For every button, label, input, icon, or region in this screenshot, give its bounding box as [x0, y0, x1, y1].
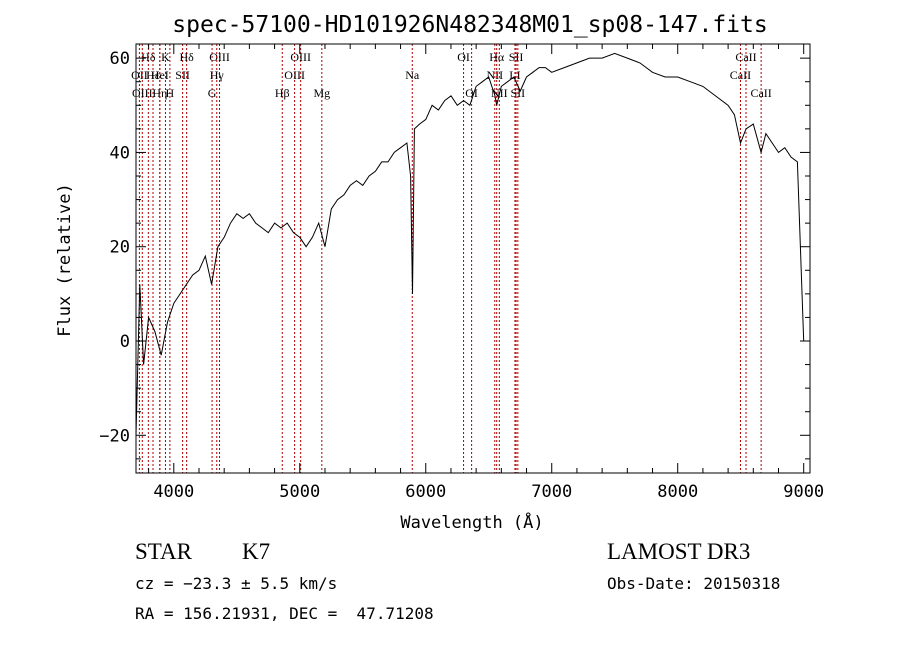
- x-axis: 4000 5000 6000 7000 8000 9000: [148, 44, 824, 502]
- x-tick-label: 7000: [531, 482, 572, 502]
- spectral-line-label: SII: [511, 86, 526, 100]
- y-axis: −20 0 20 40 60: [99, 49, 810, 460]
- x-tick-label: 8000: [657, 482, 698, 502]
- spectral-line-label: K: [161, 50, 170, 64]
- spectral-line-label: CaII: [750, 86, 771, 100]
- spectral-line-label: HeI: [151, 68, 169, 82]
- spectral-line-label: CaII: [730, 68, 751, 82]
- spectral-line-label: OIII: [284, 68, 305, 82]
- x-tick-label: 5000: [279, 482, 320, 502]
- spectral-line-label: NII: [486, 68, 503, 82]
- spectral-line-label: Hε: [146, 68, 160, 82]
- spectral-line-label: Mg: [313, 86, 330, 100]
- y-tick-label: 0: [120, 332, 130, 352]
- spectral-line-label: OII: [131, 68, 148, 82]
- x-tick-label: 9000: [783, 482, 824, 502]
- spectral-line-label: Hδ: [141, 50, 156, 64]
- spectral-line-label: LI: [509, 68, 520, 82]
- spectral-line-label: OIII: [290, 50, 311, 64]
- spectral-line-label: Hα: [489, 50, 505, 64]
- y-tick-label: 20: [110, 238, 130, 258]
- observation-date: Obs-Date: 20150318: [607, 574, 781, 593]
- sky-coordinates: RA = 156.21931, DEC = 47.71208: [135, 604, 434, 623]
- y-tick-label: 60: [110, 49, 130, 69]
- y-tick-label: 40: [110, 143, 130, 163]
- spectral-line-label: OIII: [132, 86, 153, 100]
- spectral-line-label: CaII: [735, 50, 756, 64]
- redshift-velocity: cz = −23.3 ± 5.5 km/s: [135, 574, 338, 593]
- spectral-line-label: SII: [509, 50, 524, 64]
- x-axis-label: Wavelength (Å): [400, 511, 543, 533]
- spectral-line-label: Hβ: [275, 86, 290, 100]
- plot-frame: [135, 43, 811, 474]
- x-tick-label: 6000: [405, 482, 446, 502]
- spectral-line-label: Hγ: [210, 68, 225, 82]
- spectral-line-label: Hδ: [179, 50, 194, 64]
- object-subclass: K7: [242, 539, 271, 564]
- x-tick-label: 4000: [153, 482, 194, 502]
- spectral-line-label: Na: [405, 68, 420, 82]
- spectral-line-markers: HδOIIOIIIHεHηKHeIHSIIHδGOIIIHγHβOIIIOIII…: [131, 44, 772, 473]
- chart-title: spec-57100-HD101926N482348M01_sp08-147.f…: [172, 12, 767, 38]
- spectral-line-label: OI: [457, 50, 470, 64]
- spectrum-series-line: [135, 52, 805, 436]
- y-tick-label: −20: [99, 426, 130, 446]
- spectral-line-label: SII: [175, 68, 190, 82]
- y-axis-label: Flux (relative): [55, 183, 75, 337]
- survey-name: LAMOST DR3: [607, 539, 751, 564]
- spectral-line-label: G: [208, 86, 217, 100]
- spectral-line-label: OIII: [209, 50, 230, 64]
- object-class: STAR: [135, 539, 192, 564]
- spectral-line-label: H: [166, 86, 175, 100]
